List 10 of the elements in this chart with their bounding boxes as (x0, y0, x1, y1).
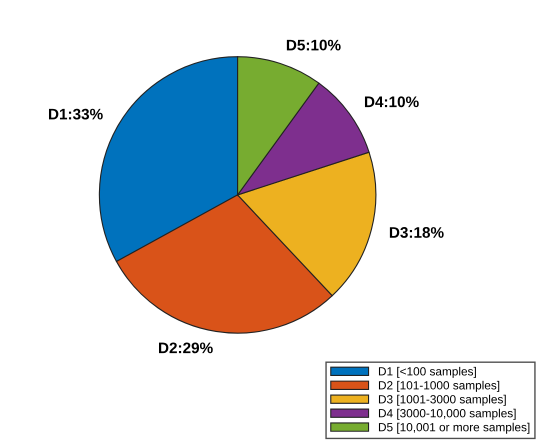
data-label: D1:33% (48, 108, 103, 120)
legend-label: D1 [<100 samples] (378, 366, 476, 378)
legend-label: D3 [1001-3000 samples] (378, 394, 506, 406)
data-label: D5:10% (286, 40, 341, 50)
legend-label: D2 [101-1000 samples] (378, 380, 500, 392)
legend-label: D5 [10,001 or more samples] (378, 422, 530, 434)
legend-label: D4 [3000-10,000 samples] (378, 408, 516, 420)
data-label: D4:10% (364, 96, 419, 108)
data-label: D3:18% (390, 227, 444, 238)
data-label: D2:29% (158, 342, 213, 354)
